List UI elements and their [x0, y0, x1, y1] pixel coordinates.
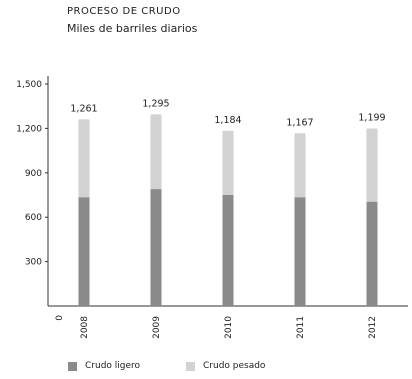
bar-crudo-pesado	[78, 119, 90, 198]
bar-crudo-pesado	[294, 133, 306, 198]
bar-crudo-ligero	[78, 197, 90, 306]
legend-label-light: Crudo ligero	[85, 361, 141, 371]
legend-label-heavy: Crudo pesado	[203, 361, 266, 371]
x-tick-label: 2011	[296, 316, 306, 339]
chart-title: PROCESO DE CRUDO	[67, 6, 181, 17]
y-tick-label: 1,500	[16, 80, 42, 90]
legend-swatch-light	[68, 361, 77, 371]
bar-crudo-pesado	[366, 128, 378, 202]
y-tick-label: 600	[25, 213, 42, 223]
y-tick-label: 1,200	[16, 124, 42, 134]
y-tick-label: 900	[25, 169, 42, 179]
data-label-total: 1,167	[286, 117, 313, 128]
x-tick-label: 2012	[368, 316, 378, 339]
bar-crudo-pesado	[222, 130, 234, 195]
data-label-total: 1,295	[142, 98, 169, 109]
y-tick-label: 0	[55, 315, 65, 321]
x-tick-label: 2010	[224, 316, 234, 339]
data-label-total: 1,261	[70, 103, 97, 114]
bar-crudo-ligero	[150, 189, 162, 306]
bar-crudo-pesado	[150, 114, 162, 190]
legend-item-light: Crudo ligero	[68, 361, 140, 371]
chart-subtitle: Miles de barriles diarios	[67, 22, 198, 35]
data-label-total: 1,199	[358, 113, 385, 124]
data-label-total: 1,184	[214, 115, 241, 126]
legend-swatch-heavy	[186, 361, 195, 371]
bar-crudo-ligero	[294, 197, 306, 306]
y-tick-label: 300	[25, 258, 42, 268]
legend-item-heavy: Crudo pesado	[186, 361, 265, 371]
bar-crudo-ligero	[366, 201, 378, 306]
x-tick-label: 2009	[152, 316, 162, 339]
bar-crudo-ligero	[222, 195, 234, 306]
x-tick-label: 2008	[80, 316, 90, 339]
